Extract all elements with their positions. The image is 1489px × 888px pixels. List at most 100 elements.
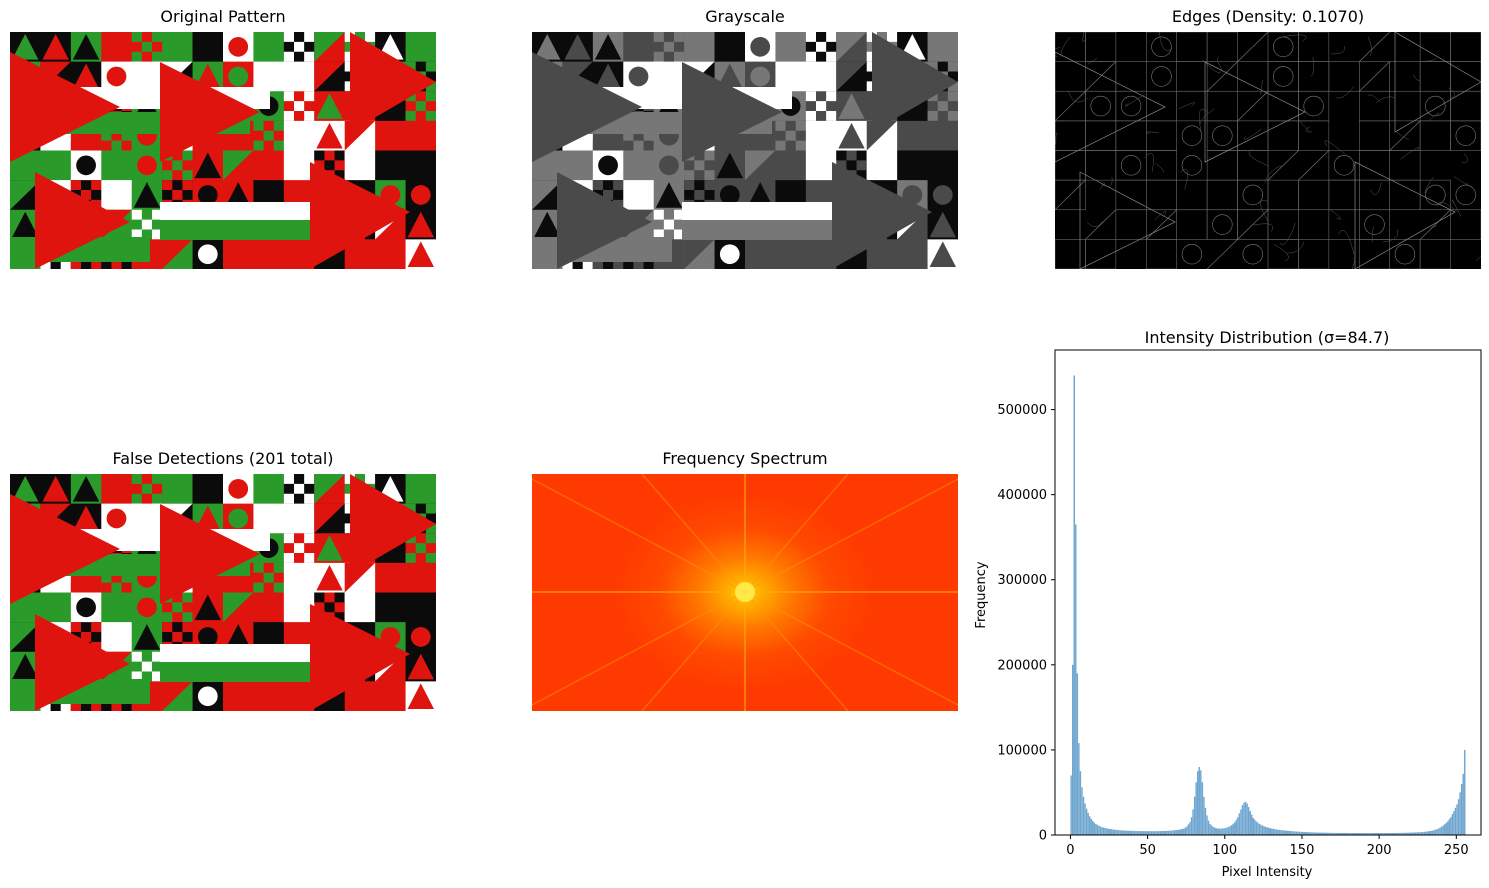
pattern-shape xyxy=(70,622,81,632)
pattern-shape xyxy=(866,32,877,42)
pattern-shape xyxy=(152,503,163,514)
histogram-bar xyxy=(1172,830,1174,835)
histogram-bar xyxy=(1084,803,1086,835)
pattern-shape xyxy=(152,81,163,92)
pattern-triangle xyxy=(310,162,410,269)
histogram-bar xyxy=(1308,832,1310,835)
pattern-shape xyxy=(152,651,163,662)
pattern-shape xyxy=(592,140,603,151)
histogram-bar xyxy=(1087,812,1089,835)
x-tick-label: 0 xyxy=(1066,843,1074,858)
pattern-shape xyxy=(121,259,132,269)
edge-curve xyxy=(1144,153,1154,172)
pattern-shape xyxy=(425,612,436,623)
edges-image xyxy=(1055,32,1481,269)
pattern-shape xyxy=(283,111,294,121)
pattern-shape xyxy=(162,612,173,623)
pattern-shape xyxy=(273,120,284,131)
histogram-bar xyxy=(1451,814,1454,835)
histogram-bar xyxy=(1101,827,1103,835)
pattern-shape xyxy=(106,66,127,87)
pattern-shape xyxy=(866,150,877,161)
pattern-shape xyxy=(285,182,313,208)
pattern-tile xyxy=(253,239,285,269)
edge-curve xyxy=(1452,199,1462,217)
histogram-bar xyxy=(1343,832,1346,835)
histogram-bar xyxy=(1460,783,1463,835)
histogram-bar xyxy=(1129,830,1131,835)
histogram-bar xyxy=(1385,833,1387,835)
histogram-bar xyxy=(1127,830,1129,835)
pattern-shape xyxy=(674,81,685,92)
pattern-tile xyxy=(775,61,807,92)
pattern-shape xyxy=(141,219,152,230)
pattern-shape xyxy=(253,150,284,181)
histogram-bar xyxy=(1284,830,1287,835)
histogram-bar xyxy=(1413,832,1415,835)
pattern-shape xyxy=(415,101,426,111)
pattern-shape xyxy=(131,51,142,62)
histogram-x-ticks: 0 50 100 150 200 250 xyxy=(1066,835,1469,858)
edge-outline xyxy=(1237,209,1269,240)
edge-curve xyxy=(1417,58,1438,63)
pattern-shape xyxy=(838,122,865,149)
pattern-shape xyxy=(72,63,100,90)
histogram-bar xyxy=(1443,824,1446,835)
pattern-shape xyxy=(405,150,416,161)
edge-curve xyxy=(1431,224,1437,229)
pattern-tile xyxy=(253,474,285,505)
pattern-shape xyxy=(162,622,173,632)
histogram-bar xyxy=(1362,833,1364,835)
pattern-shape xyxy=(60,259,71,269)
edge-outline xyxy=(1055,91,1086,122)
pattern-tile xyxy=(623,180,655,211)
pattern-shape xyxy=(947,81,958,92)
pattern-shape xyxy=(304,533,315,544)
histogram-bar xyxy=(1286,830,1288,835)
frequency-spectrum-graphic xyxy=(532,474,958,711)
pattern-triangle xyxy=(10,52,120,162)
pattern-tile xyxy=(101,592,133,623)
histogram-bar xyxy=(1408,832,1410,835)
pattern-shape xyxy=(425,533,436,544)
histogram-bar xyxy=(1121,830,1123,835)
pattern-shape xyxy=(947,150,958,161)
histogram-bar xyxy=(1133,830,1136,835)
histogram-bar xyxy=(1124,830,1126,835)
pattern-shape xyxy=(131,523,142,534)
histogram-bar xyxy=(1317,832,1319,835)
pattern-shape xyxy=(223,592,254,623)
pattern-shape xyxy=(887,32,898,42)
pattern-shape xyxy=(141,513,152,524)
pattern-shape xyxy=(795,120,806,131)
pattern-shape xyxy=(613,259,624,269)
edge-curve xyxy=(1217,57,1222,70)
histogram-bar xyxy=(1357,833,1359,835)
pattern-triangle xyxy=(557,172,652,269)
pattern-shape xyxy=(425,91,436,102)
pattern-shape xyxy=(324,160,335,171)
histogram-bar xyxy=(1070,775,1072,835)
pattern-shape xyxy=(197,686,218,707)
pattern-tile xyxy=(375,150,407,181)
pattern-shape xyxy=(532,180,563,210)
histogram-bar xyxy=(1363,833,1366,835)
histogram-bar xyxy=(1380,833,1383,835)
edge-outline xyxy=(1425,95,1446,117)
edge-outline xyxy=(1212,125,1233,146)
pattern-shape xyxy=(70,140,81,151)
pattern-shape xyxy=(121,140,132,151)
pattern-shape xyxy=(846,160,857,171)
edge-outline xyxy=(1079,171,1176,269)
histogram-bar xyxy=(1288,830,1290,835)
pattern-tile xyxy=(805,239,837,269)
pattern-shape xyxy=(425,81,436,92)
pattern-shape xyxy=(623,259,634,269)
edge-outline xyxy=(1181,155,1203,176)
histogram-bar xyxy=(1431,830,1434,835)
pattern-shape xyxy=(334,592,345,603)
pattern-shape xyxy=(133,624,161,650)
false-detections-graphic xyxy=(10,474,436,711)
pattern-shape xyxy=(223,150,254,181)
pattern-shape xyxy=(354,160,365,171)
